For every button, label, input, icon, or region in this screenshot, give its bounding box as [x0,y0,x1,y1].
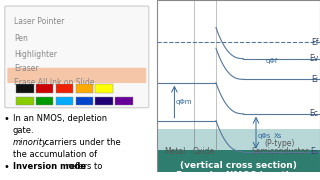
Text: refers to: refers to [64,162,102,171]
FancyBboxPatch shape [56,84,73,93]
Text: (vertical cross section): (vertical cross section) [180,161,297,170]
Text: Semiconductor: Semiconductor [251,147,309,156]
Text: qΦf: qΦf [266,58,278,64]
Text: Erase All Ink on Slide: Erase All Ink on Slide [14,78,95,87]
FancyBboxPatch shape [36,96,53,105]
FancyBboxPatch shape [157,129,320,150]
FancyBboxPatch shape [76,84,93,93]
FancyBboxPatch shape [157,0,320,129]
Text: •: • [3,162,9,172]
Text: Inversion mode: Inversion mode [13,162,86,171]
Text: E₀: E₀ [310,147,318,156]
Text: Eraser: Eraser [14,64,39,73]
Text: (P-type): (P-type) [265,139,295,148]
FancyBboxPatch shape [36,84,53,93]
FancyBboxPatch shape [5,6,149,108]
Text: Example: NMOS junction: Example: NMOS junction [176,171,301,180]
Text: Ev: Ev [309,54,318,63]
Text: In an NMOS, depletion: In an NMOS, depletion [13,114,107,123]
Text: Xs: Xs [274,133,282,139]
Text: •: • [3,114,9,124]
Text: qΦm: qΦm [176,99,193,105]
Text: Oxide: Oxide [193,147,215,156]
FancyBboxPatch shape [95,96,113,105]
Text: qΦs: qΦs [258,133,271,139]
Text: Ef: Ef [311,38,318,47]
Text: Metal: Metal [165,147,186,156]
FancyBboxPatch shape [16,84,34,93]
Text: the accumulation of: the accumulation of [13,150,97,159]
Text: Ei: Ei [311,75,318,84]
Text: gate.: gate. [13,126,35,135]
Text: carriers under the: carriers under the [42,138,120,147]
FancyBboxPatch shape [115,96,133,105]
FancyBboxPatch shape [95,84,113,93]
FancyBboxPatch shape [16,96,34,105]
FancyBboxPatch shape [7,68,146,83]
Text: Ec: Ec [309,109,318,118]
Text: minority: minority [13,138,48,147]
FancyBboxPatch shape [157,150,320,172]
FancyBboxPatch shape [56,96,73,105]
Text: Pen: Pen [14,35,28,44]
Text: Laser Pointer: Laser Pointer [14,17,65,26]
FancyBboxPatch shape [76,96,93,105]
FancyBboxPatch shape [0,0,154,172]
Text: Highlighter: Highlighter [14,50,57,59]
